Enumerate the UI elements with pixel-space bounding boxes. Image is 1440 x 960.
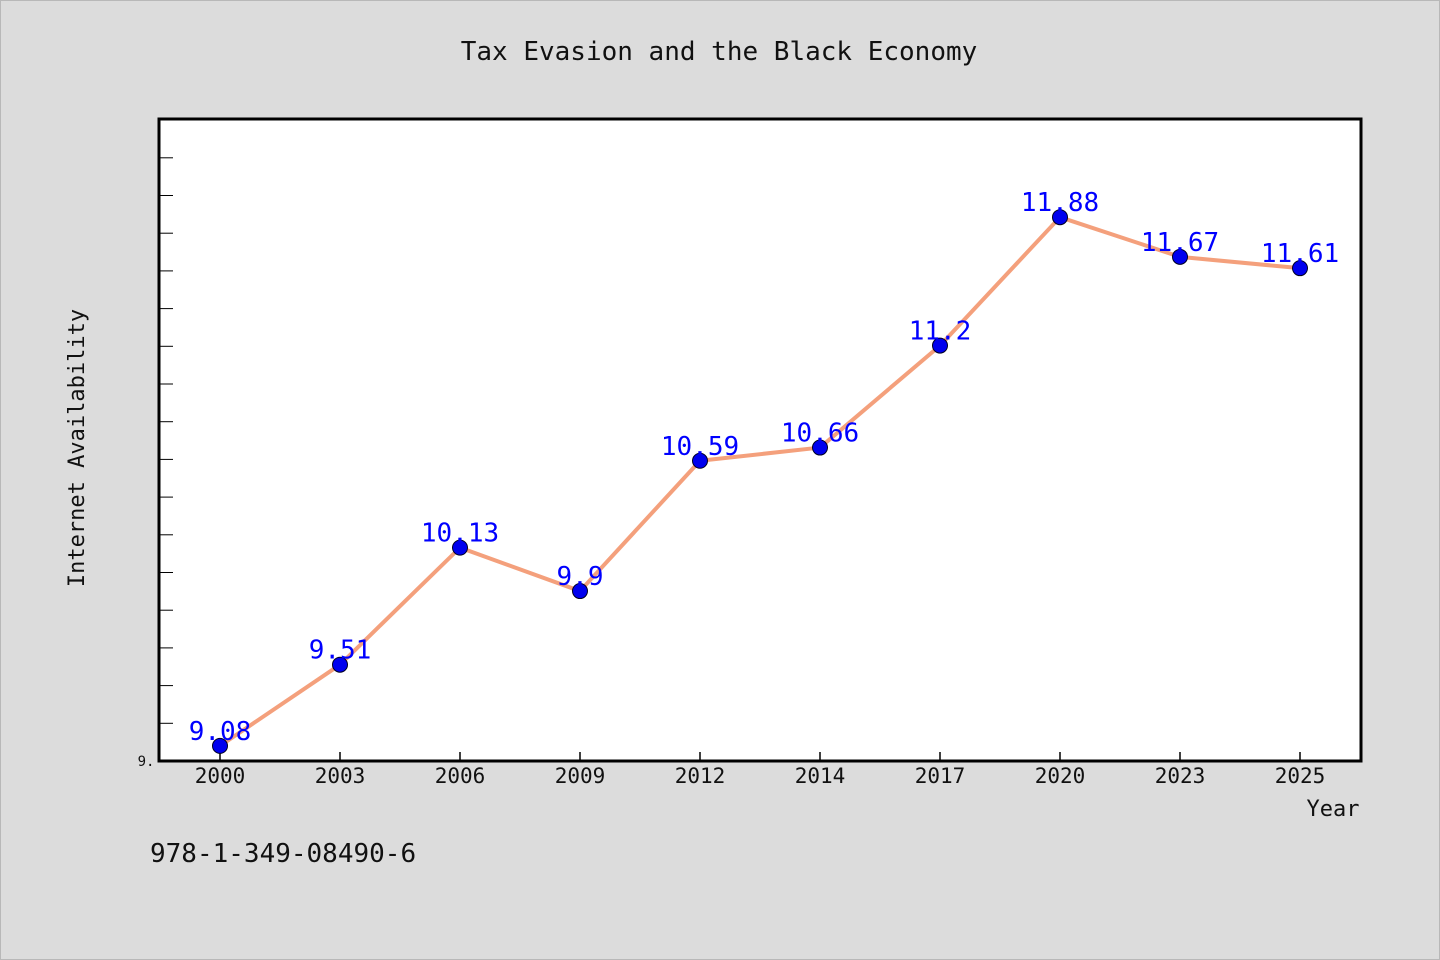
data-label: 11.67 [1141, 228, 1219, 258]
footer-isbn: 978-1-349-08490-6 [150, 839, 416, 869]
data-point [1172, 248, 1188, 265]
series-markers [212, 209, 1308, 754]
data-point [572, 583, 588, 600]
data-label: 10.59 [661, 432, 739, 462]
data-point [1292, 260, 1308, 277]
x-tick-label: 2009 [555, 764, 606, 788]
y-axis-title: Internet Availability [65, 309, 90, 587]
x-tick-label: 2020 [1035, 764, 1086, 788]
x-tick-label: 2003 [315, 764, 366, 788]
data-point [332, 656, 348, 673]
x-tick-label: 2014 [795, 764, 846, 788]
data-label: 10.66 [781, 419, 859, 449]
x-tick-label: 2006 [435, 764, 486, 788]
y-tick-label: 9. [138, 754, 155, 770]
x-tick-label: 2025 [1275, 764, 1326, 788]
data-label: 11.2 [909, 317, 972, 347]
data-labels: 9.08 9.51 10.13 9.9 10.59 10.66 11.2 11.88 11.67… [189, 188, 1339, 747]
data-label: 11.88 [1021, 188, 1099, 218]
data-label: 10.13 [421, 519, 499, 549]
x-axis-title: Year [1307, 797, 1360, 822]
x-tick-label: 2012 [675, 764, 726, 788]
chart-title: Tax Evasion and the Black Economy [461, 37, 978, 67]
data-label: 11.61 [1261, 239, 1339, 269]
data-label: 9.51 [309, 636, 372, 666]
data-point [692, 452, 708, 469]
data-point [452, 539, 468, 556]
x-tick-label: 2017 [915, 764, 966, 788]
data-label: 9.9 [557, 562, 604, 592]
series-line [218, 215, 1301, 748]
data-label: 9.08 [189, 717, 252, 747]
data-point [812, 439, 828, 456]
plot-area [157, 117, 1363, 763]
data-point [932, 337, 948, 354]
data-point [1052, 209, 1068, 226]
x-tick-label: 2000 [195, 764, 246, 788]
x-tick-label: 2023 [1155, 764, 1206, 788]
data-point [212, 737, 228, 754]
y-axis-ticks [159, 157, 173, 724]
x-axis: 2000 2003 2006 2009 2012 2014 2017 2020 2023 2025 [195, 752, 1326, 788]
